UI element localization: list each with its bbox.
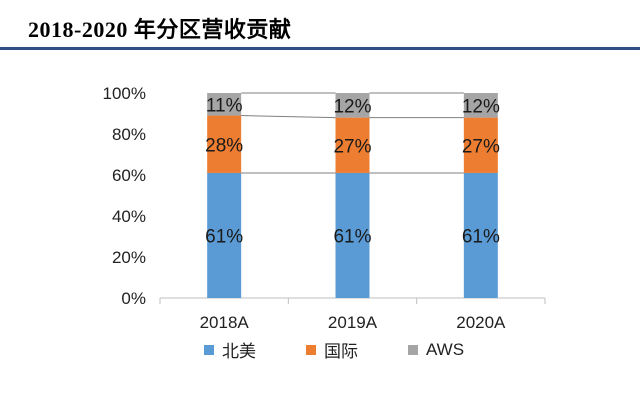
bar-segment [463,117,498,173]
x-tick-label: 2019A [328,313,378,332]
series-line [241,115,336,119]
title-divider [0,47,640,50]
legend-item-aws: AWS [380,340,464,360]
legend-label-aws: AWS [425,339,465,359]
y-tick-label: 20% [112,248,146,267]
legend-label-north-america: 北美 [221,342,256,361]
bar-segment [207,93,242,116]
x-tick-label: 2018A [200,313,250,332]
chart-title: 2018-2020 年分区营收贡献 [28,17,292,42]
data-label: 61% [333,226,371,247]
y-tick-label: 100% [103,84,146,103]
bar-segment [463,93,498,118]
legend-swatch-international [305,344,316,355]
y-tick-label: 80% [112,125,146,144]
data-label: 28% [205,135,243,156]
data-label: 11% [206,95,243,116]
data-label: 27% [333,136,371,157]
chart-legend: 北美 国际 AWS [0,337,640,362]
legend-swatch-aws [407,344,418,355]
bar-segment [463,172,498,298]
data-label: 12% [462,96,500,117]
x-tick-label: 2020A [456,313,506,332]
legend-item-international: 国际 [278,337,358,362]
y-tick-label: 40% [112,207,146,226]
y-tick-label: 0% [121,289,146,308]
data-label: 12% [333,96,371,117]
legend-swatch-north-america [203,344,214,355]
legend-item-north-america: 北美 [176,337,256,362]
legend-label-international: 国际 [323,342,358,361]
data-label: 61% [462,226,500,247]
bar-segment [335,117,370,173]
y-tick-label: 60% [112,166,146,185]
bar-segment [207,115,242,173]
data-label: 27% [462,136,500,157]
bar-segment [335,93,370,118]
bar-segment [335,172,370,298]
bar-segment [207,172,242,298]
data-label: 61% [205,226,243,247]
